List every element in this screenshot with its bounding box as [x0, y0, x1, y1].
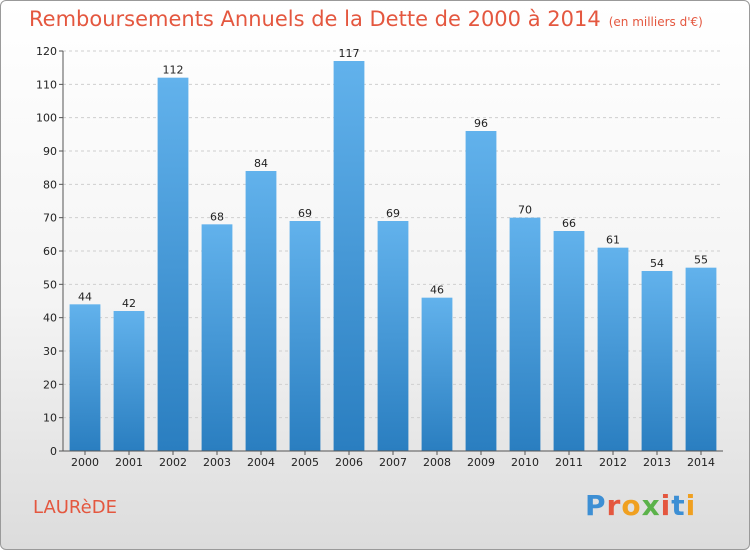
y-tick-label: 120 [36, 45, 57, 58]
bar-2008 [421, 297, 453, 451]
logo-letter: t [671, 489, 686, 522]
bar-2007 [377, 221, 409, 451]
bar-2003 [201, 224, 233, 451]
data-label-2014: 55 [694, 254, 708, 267]
data-label-2002: 112 [163, 64, 184, 77]
y-tick-label: 50 [43, 278, 57, 291]
bar-2010 [509, 217, 541, 451]
x-tick-label-2010: 2010 [511, 456, 539, 469]
data-label-2010: 70 [518, 204, 532, 217]
bar-2014 [685, 267, 717, 451]
logo-letter: o [621, 489, 642, 522]
y-tick-label: 20 [43, 378, 57, 391]
data-label-2000: 44 [78, 290, 92, 303]
x-tick-label-2008: 2008 [423, 456, 451, 469]
unit-label: (en milliers d'€) [608, 15, 703, 29]
x-tick-label-2001: 2001 [115, 456, 143, 469]
bars: 44 42 112 68 84 69 117 69 46 96 70 66 61 54 55 [69, 47, 717, 452]
bar-2004 [245, 171, 277, 451]
data-label-2009: 96 [474, 117, 488, 130]
bar-2012 [597, 247, 629, 451]
y-tick-label: 30 [43, 345, 57, 358]
y-tick-label: 70 [43, 212, 57, 225]
logo-letter: i [660, 489, 672, 522]
logo-letter: i [685, 489, 697, 522]
commune-name: LAURèDE [33, 497, 117, 518]
x-tick-label-2007: 2007 [379, 456, 407, 469]
x-tick-label-2014: 2014 [687, 456, 715, 469]
proxiti-logo: Proxiti [585, 489, 696, 522]
data-label-2006: 117 [339, 47, 360, 60]
bar-2006 [333, 61, 365, 451]
x-tick-label-2012: 2012 [599, 456, 627, 469]
x-tick-label-2013: 2013 [643, 456, 671, 469]
x-tick-label-2011: 2011 [555, 456, 583, 469]
title-text: Remboursements Annuels de la Dette de 20… [29, 7, 601, 31]
y-tick-label: 90 [43, 145, 57, 158]
y-tick-label: 100 [36, 112, 57, 125]
bar-2001 [113, 311, 145, 451]
data-label-2001: 42 [122, 297, 136, 310]
x-tick-label-2002: 2002 [159, 456, 187, 469]
x-tick-label-2003: 2003 [203, 456, 231, 469]
logo-letter: P [585, 489, 607, 522]
y-tick-label: 80 [43, 178, 57, 191]
data-label-2008: 46 [430, 284, 444, 297]
data-label-2003: 68 [210, 210, 224, 223]
bar-2013 [641, 271, 673, 451]
y-tick-label: 110 [36, 78, 57, 91]
bar-2011 [553, 231, 585, 451]
data-label-2011: 66 [562, 217, 576, 230]
y-tick-label: 60 [43, 245, 57, 258]
bar-2009 [465, 131, 497, 451]
bar-2002 [157, 77, 189, 452]
axes: 0 10 20 30 40 50 60 70 80 90 100 110 120 2000 2001 2002… [36, 45, 723, 469]
bar-2000 [69, 304, 101, 451]
data-label-2005: 69 [298, 207, 312, 220]
y-tick-label: 0 [50, 445, 57, 458]
y-tick-label: 40 [43, 312, 57, 325]
x-tick-label-2000: 2000 [71, 456, 99, 469]
data-label-2012: 61 [606, 234, 620, 247]
x-tick-label-2006: 2006 [335, 456, 363, 469]
chart-title: Remboursements Annuels de la Dette de 20… [29, 7, 703, 31]
data-label-2007: 69 [386, 207, 400, 220]
logo-letter: x [641, 489, 661, 522]
x-tick-label-2004: 2004 [247, 456, 275, 469]
x-tick-label-2005: 2005 [291, 456, 319, 469]
logo-letter: r [606, 489, 622, 522]
data-label-2004: 84 [254, 157, 268, 170]
bar-2005 [289, 221, 321, 451]
y-tick-label: 10 [43, 412, 57, 425]
x-tick-label-2009: 2009 [467, 456, 495, 469]
data-label-2013: 54 [650, 257, 664, 270]
